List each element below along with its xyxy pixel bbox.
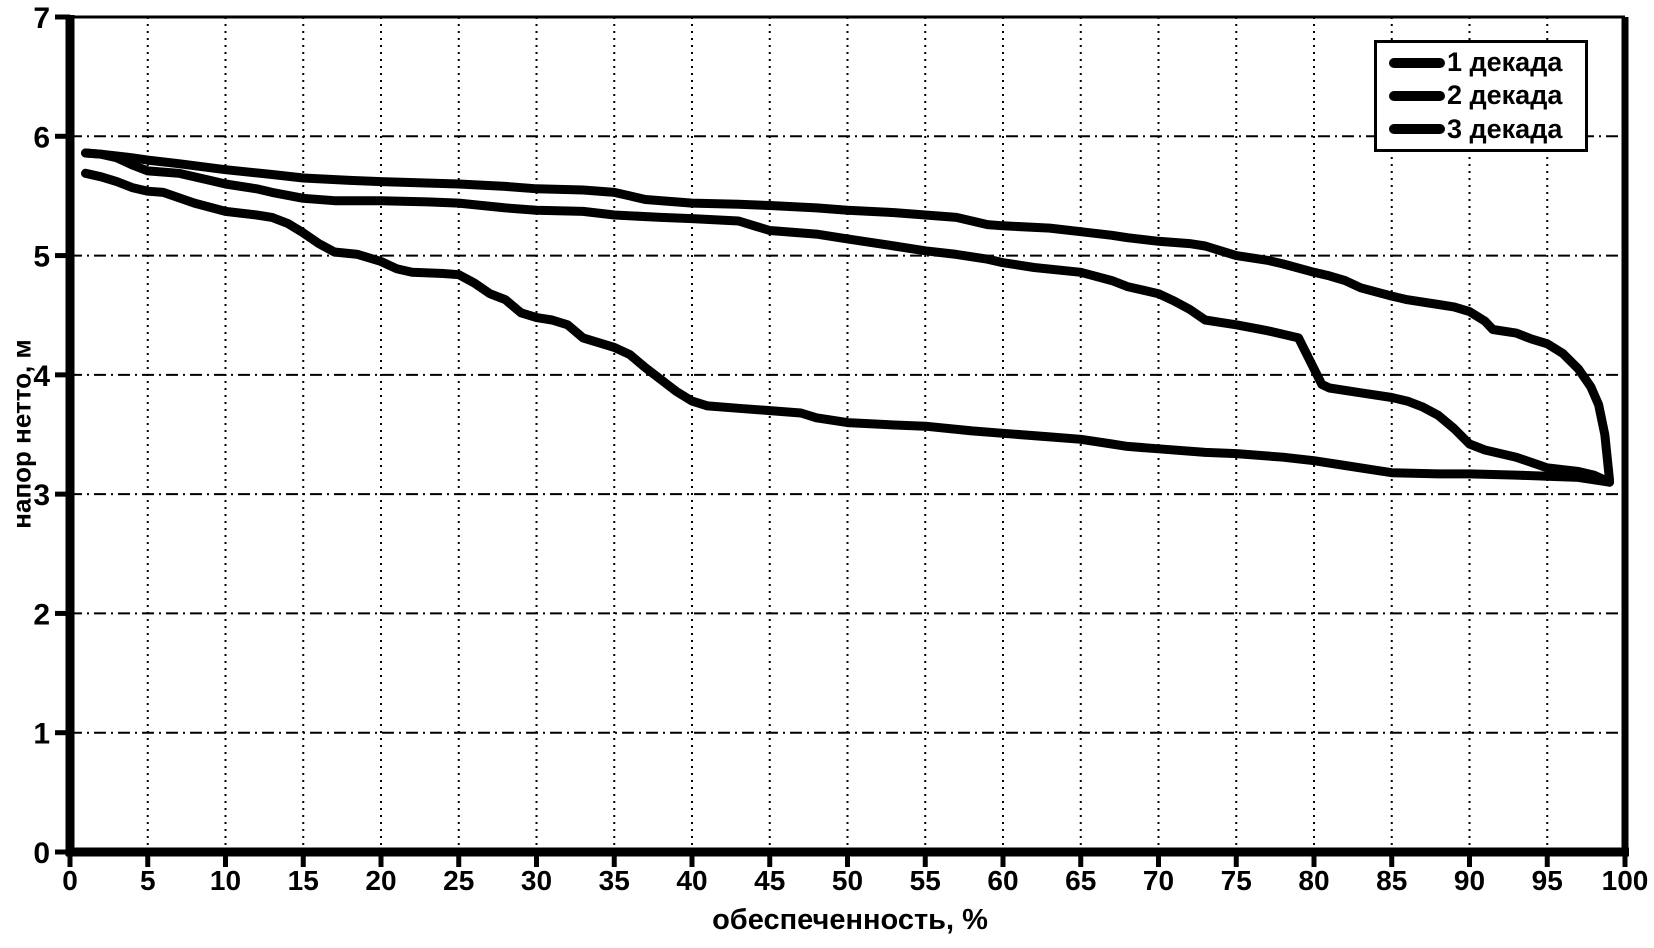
series-3-curve <box>81 168 1614 487</box>
x-tick-label: 50 <box>832 865 863 896</box>
legend-line-sample-icon <box>1389 57 1445 68</box>
x-tick-label: 40 <box>676 865 707 896</box>
x-tick-label: 55 <box>910 865 941 896</box>
x-tick-label: 45 <box>754 865 785 896</box>
x-tick-label: 5 <box>140 865 156 896</box>
legend-item-3: 3 декада <box>1389 114 1581 145</box>
x-tick-label: 0 <box>62 865 78 896</box>
x-tick-label: 65 <box>1065 865 1096 896</box>
x-tick-label: 100 <box>1602 865 1649 896</box>
x-axis-title: обеспеченность, % <box>712 904 988 936</box>
x-tick-label: 90 <box>1454 865 1485 896</box>
y-tick-label: 0 <box>33 837 50 870</box>
legend-line-sample-icon <box>1389 90 1445 101</box>
y-tick-label: 1 <box>33 718 50 751</box>
y-tick-label: 4 <box>33 360 50 393</box>
y-axis-title: напор нетто, м <box>6 339 37 529</box>
x-tick-label: 60 <box>987 865 1018 896</box>
x-tick-label: 85 <box>1376 865 1407 896</box>
x-tick-label: 80 <box>1298 865 1329 896</box>
legend-label-3: 3 декада <box>1447 113 1563 144</box>
y-tick-label: 7 <box>33 2 50 35</box>
legend-line-sample-icon <box>1389 124 1445 135</box>
x-tick-label: 75 <box>1221 865 1252 896</box>
x-tick-label: 25 <box>443 865 474 896</box>
x-tick-label: 20 <box>365 865 396 896</box>
series-2-curve <box>81 148 1614 487</box>
x-tick-label: 10 <box>210 865 241 896</box>
x-tick-label: 95 <box>1532 865 1563 896</box>
y-tick-label: 3 <box>33 479 50 512</box>
legend-item-2: 2 декада <box>1389 80 1581 111</box>
x-tick-label: 30 <box>521 865 552 896</box>
x-tick-label: 35 <box>599 865 630 896</box>
y-tick-label: 6 <box>33 121 50 154</box>
legend-item-1: 1 декада <box>1389 47 1581 78</box>
x-tick-label: 15 <box>288 865 319 896</box>
legend-label-1: 1 декада <box>1447 47 1563 78</box>
y-tick-label: 5 <box>33 241 50 274</box>
x-tick-label: 70 <box>1143 865 1174 896</box>
series-1-curve <box>81 148 1614 485</box>
y-tick-label: 2 <box>33 598 50 631</box>
legend: 1 декада 2 декада 3 декада <box>1374 40 1588 152</box>
legend-label-2: 2 декада <box>1447 80 1563 111</box>
